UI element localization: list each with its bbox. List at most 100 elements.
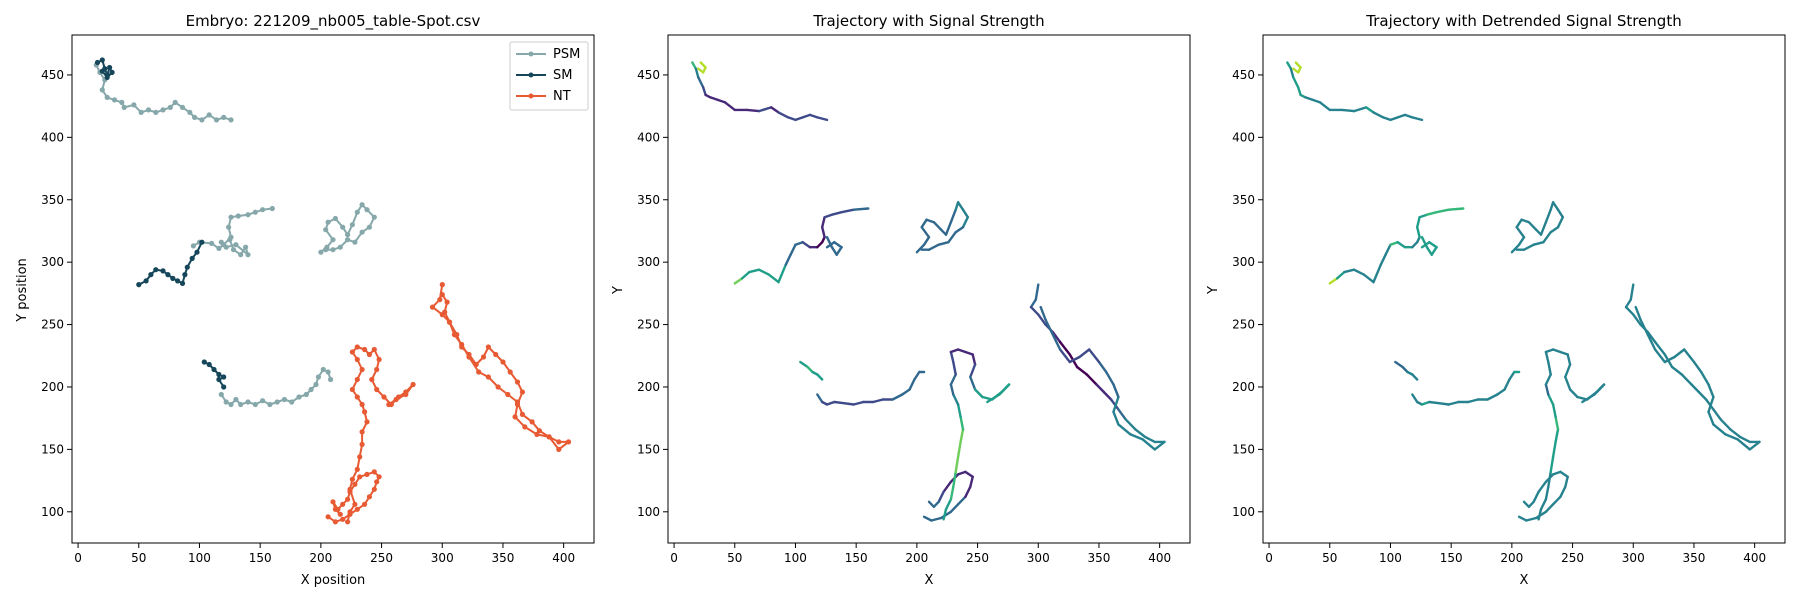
trajectory-segment xyxy=(723,101,736,112)
trajectory-segment xyxy=(952,393,960,406)
trajectory-segment xyxy=(745,108,761,113)
trajectory-segment xyxy=(833,400,846,405)
trajectory-segment xyxy=(1517,235,1526,246)
trajectory-segment xyxy=(852,207,870,211)
series-nt-point xyxy=(376,474,382,480)
series-nt-point xyxy=(349,386,355,393)
trajectory-segment xyxy=(1058,348,1072,364)
x-tick-label: 350 xyxy=(1088,551,1111,565)
series-psm-point xyxy=(230,247,237,253)
trajectory-segment xyxy=(872,398,885,404)
series-nt-point xyxy=(357,454,363,460)
trajectory-segment xyxy=(1447,207,1465,211)
trajectory-segment xyxy=(1389,240,1399,246)
series-sm-point xyxy=(182,272,188,278)
series-sm-point xyxy=(216,371,222,378)
trajectory-segment xyxy=(1699,370,1710,386)
trajectory-segment xyxy=(1525,516,1538,522)
series-psm-point xyxy=(330,247,336,253)
x-tick-label: 0 xyxy=(1265,551,1273,565)
series-psm-point xyxy=(199,117,205,123)
series-sm-point xyxy=(179,280,186,286)
trajectory-segment xyxy=(1551,403,1557,419)
trajectory-segment xyxy=(956,495,967,506)
trajectory-segment xyxy=(1466,398,1480,404)
series-sm-point xyxy=(143,278,149,284)
trajectory-segment xyxy=(1396,240,1407,249)
series-nt-point xyxy=(330,499,336,505)
series-nt-point xyxy=(514,401,521,408)
series-nt-point xyxy=(505,391,511,398)
trajectory-segment xyxy=(932,220,943,231)
trajectory-segment xyxy=(1428,400,1441,405)
trajectory-segment xyxy=(964,350,974,356)
series-nt-point xyxy=(374,479,380,485)
trajectory-segment xyxy=(1551,348,1562,354)
trajectory-segment xyxy=(1428,240,1438,249)
trajectory-segment xyxy=(949,373,957,386)
trajectory-segment xyxy=(1692,360,1703,374)
trajectory-segment xyxy=(1352,106,1368,113)
trajectory-segment xyxy=(1044,318,1055,336)
trajectory-segment xyxy=(1544,383,1550,396)
series-nt-point xyxy=(534,431,540,437)
trajectory-segment xyxy=(1551,201,1560,211)
trajectory-segment xyxy=(784,253,792,266)
trajectory-segment xyxy=(1544,485,1550,501)
trajectory-segment xyxy=(1394,360,1404,369)
trajectory-segment xyxy=(1559,485,1567,498)
legend-item-psm: PSM xyxy=(516,47,580,62)
trajectory-segment xyxy=(1112,395,1120,414)
trajectory-segment xyxy=(1544,503,1555,513)
series-psm-point xyxy=(206,112,212,118)
series-nt-point xyxy=(546,434,552,440)
series-psm-point xyxy=(172,99,178,105)
y-tick-label: 100 xyxy=(637,505,660,519)
trajectory-segment xyxy=(1415,225,1421,239)
trajectory-segment xyxy=(842,402,855,406)
trajectory-segment xyxy=(1087,348,1101,364)
series-sm-point xyxy=(221,384,227,390)
series-psm-point xyxy=(313,381,319,388)
trajectory-segment xyxy=(1559,470,1569,478)
trajectory-segment xyxy=(1289,67,1295,79)
series-psm-point xyxy=(218,391,224,398)
axes-frame xyxy=(667,34,1191,544)
trajectory-segment xyxy=(956,403,962,419)
trajectory-segment xyxy=(794,240,804,246)
series-sm-point xyxy=(170,275,176,281)
trajectory-segment xyxy=(1415,215,1421,229)
series-nt-point xyxy=(371,346,377,353)
series-nt-point xyxy=(473,361,479,368)
series-nt-point xyxy=(439,292,445,298)
series-psm-point xyxy=(345,237,351,243)
trajectory-segment xyxy=(949,503,960,513)
trajectory-segment xyxy=(1646,330,1657,344)
y-tick-label: 100 xyxy=(41,505,64,519)
series-nt-point xyxy=(439,282,445,288)
series-psm-point xyxy=(226,224,232,230)
trajectory-segment xyxy=(1364,106,1375,114)
trajectory-segment xyxy=(1532,490,1540,503)
y-tick-label: 450 xyxy=(41,68,64,82)
trajectory-segment xyxy=(709,96,719,102)
trajectory-segment xyxy=(913,370,921,381)
trajectory-segment xyxy=(801,240,812,249)
trajectory-segment xyxy=(1124,418,1137,431)
series-nt-point xyxy=(354,466,360,472)
trajectory-segment xyxy=(1029,305,1040,316)
trajectory-segment xyxy=(1372,263,1383,284)
trajectory-segment xyxy=(1539,220,1548,236)
x-tick-label: 300 xyxy=(431,551,454,565)
trajectory-segment xyxy=(1343,268,1356,274)
x-tick-label: 150 xyxy=(249,551,272,565)
trajectory-segment xyxy=(1381,116,1392,122)
trajectory-segment xyxy=(830,210,843,216)
series-psm-point xyxy=(252,209,258,215)
series-sm-point xyxy=(206,361,212,368)
x-tick-label: 400 xyxy=(552,551,575,565)
series-psm-point xyxy=(359,202,365,208)
series-nt-point xyxy=(362,501,368,507)
series-psm-point xyxy=(349,222,355,228)
trajectory-segment xyxy=(1532,240,1545,246)
